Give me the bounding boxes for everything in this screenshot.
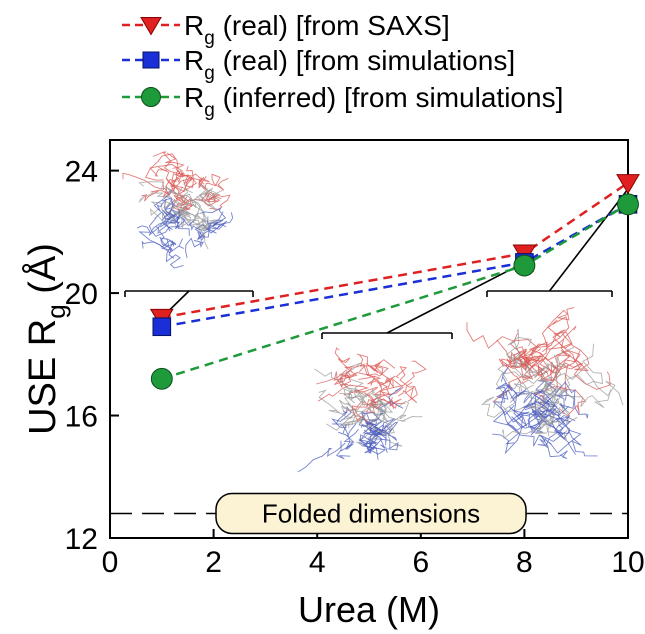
legend: Rg (real) [from SAXS]Rg (real) [from sim… [122, 10, 563, 121]
inset-bracket-8m [321, 261, 525, 339]
ensemble-cloud [297, 347, 427, 473]
ensemble-cloud [122, 151, 234, 269]
y-tick-label: 24 [65, 156, 98, 189]
y-tick-label: 20 [65, 278, 98, 311]
x-tick-label: 0 [102, 546, 119, 579]
marker-square [142, 51, 160, 69]
marker-circle [513, 254, 536, 277]
x-tick-label: 8 [516, 546, 533, 579]
ensemble-cloud [466, 307, 624, 460]
axis-labels: Urea (M) USE Rg (Å) [20, 243, 440, 630]
folded-label: Folded dimensions [262, 499, 480, 529]
x-axis-label: Urea (M) [298, 589, 440, 630]
legend-label: Rg (real) [from SAXS] [184, 10, 450, 49]
y-tick-label: 12 [65, 523, 98, 556]
x-tick-label: 4 [309, 546, 326, 579]
marker-circle [141, 87, 161, 107]
series-line [161, 181, 629, 319]
marker-circle [150, 367, 173, 390]
plot-frame [109, 139, 629, 539]
series-0 [161, 181, 629, 319]
legend-entry-0: Rg (real) [from SAXS] [122, 10, 450, 49]
legend-entry-1: Rg (real) [from simulations] [122, 45, 515, 84]
marker-triangle [140, 17, 162, 36]
x-tick-label: 10 [611, 546, 644, 579]
x-tick-label: 6 [412, 546, 429, 579]
inset-bracket-10m [486, 188, 629, 297]
series-line [161, 203, 629, 328]
series-markers-2 [150, 193, 639, 390]
marker-square [152, 317, 172, 337]
x-axis-ticks: 0 2 4 6 8 10 [102, 529, 645, 579]
folded-label-box [215, 492, 527, 535]
marker-circle [617, 193, 639, 216]
y-axis-ticks: 12 16 20 24 [65, 156, 119, 556]
series-1 [161, 203, 629, 328]
legend-label: Rg (inferred) [from simulations] [184, 82, 563, 121]
legend-label: Rg (real) [from simulations] [184, 45, 515, 84]
x-tick-label: 2 [205, 546, 222, 579]
folded-reference: Folded dimensions [110, 492, 628, 535]
ensemble-insets [122, 151, 629, 473]
inset-bracket-1m [124, 290, 254, 319]
data-series [149, 174, 640, 390]
y-axis-label: USE Rg (Å) [20, 243, 71, 435]
marker-triangle [616, 174, 640, 195]
legend-entry-2: Rg (inferred) [from simulations] [122, 82, 563, 121]
y-tick-label: 16 [65, 401, 98, 434]
